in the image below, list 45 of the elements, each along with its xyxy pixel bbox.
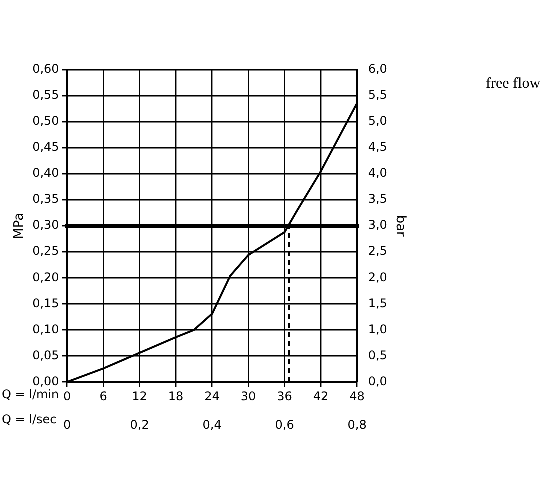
x2-axis-title: Q = l/sec — [2, 412, 57, 427]
x-axis-title: Q = l/min — [2, 387, 60, 402]
y-tick-label: 0,60 — [32, 62, 60, 76]
y2-tick-label: 4,0 — [368, 166, 388, 180]
x2-tick-label: 0,6 — [275, 418, 294, 432]
x2-tick-label: 0,8 — [348, 418, 367, 432]
y2-axis-title: bar — [392, 215, 408, 238]
x-tick-label: 30 — [240, 390, 256, 404]
y-tick-label: 0,50 — [32, 114, 60, 128]
y-tick-label: 0,30 — [32, 218, 60, 232]
y2-tick-label: 5,0 — [368, 114, 388, 128]
y2-tick-label: 2,0 — [368, 270, 388, 284]
x-tick-label: 0 — [64, 390, 72, 404]
x-tick-label: 48 — [350, 390, 365, 404]
y2-tick-label: 0,0 — [368, 374, 388, 388]
y-tick-label: 0,55 — [32, 88, 60, 102]
x2-tick-label: 0,2 — [130, 418, 150, 432]
y-tick-label: 0,05 — [32, 348, 60, 362]
y2-tick-label: 5,5 — [368, 88, 388, 102]
x-tick-label: 12 — [132, 390, 148, 404]
y-tick-label: 0,20 — [32, 270, 60, 284]
y2-tick-label: 4,5 — [368, 140, 388, 154]
y-tick-label: 0,25 — [32, 244, 60, 258]
y2-tick-label: 1,0 — [368, 322, 388, 336]
y2-tick-label: 2,5 — [368, 244, 388, 258]
text: free flow — [486, 76, 541, 93]
y-tick-label: 0,15 — [32, 296, 60, 310]
y2-tick-label: 1,5 — [368, 296, 388, 310]
x-tick-label: 42 — [313, 390, 329, 404]
y2-tick-label: 6,0 — [368, 62, 388, 76]
y-tick-label: 0,45 — [32, 140, 60, 154]
x2-tick-label: 0,4 — [202, 418, 222, 432]
x2-tick-label: 0 — [64, 418, 72, 432]
y2-tick-label: 0,5 — [368, 348, 388, 362]
y-tick-label: 0,40 — [32, 166, 60, 180]
y2-tick-label: 3,0 — [368, 218, 388, 232]
y-tick-label: 0,00 — [32, 374, 60, 388]
x-tick-label: 24 — [204, 390, 220, 404]
y-tick-label: 0,10 — [32, 322, 60, 336]
y-axis-title: MPa — [12, 212, 28, 240]
x-tick-label: 18 — [168, 390, 184, 404]
y-tick-label: 0,35 — [32, 192, 60, 206]
x-tick-label: 6 — [100, 390, 108, 404]
x-tick-label: 36 — [277, 390, 292, 404]
y2-tick-label: 3,5 — [368, 192, 388, 206]
